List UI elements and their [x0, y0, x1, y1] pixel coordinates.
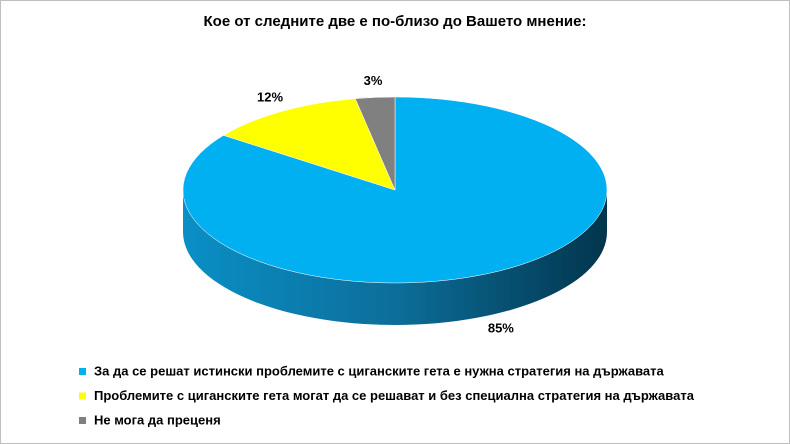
pie-side	[183, 190, 607, 325]
legend-label: Не мога да преценя	[94, 412, 221, 427]
pie-slice	[354, 96, 396, 191]
legend-swatch	[79, 417, 86, 424]
data-label: 12%	[257, 90, 283, 105]
data-label: 3%	[364, 73, 383, 88]
legend-swatch	[79, 368, 86, 375]
pie-slice	[222, 98, 396, 191]
chart-title: Кое от следните две е по-близо до Вашето…	[204, 13, 587, 30]
legend-swatch	[79, 392, 86, 400]
data-label: 85%	[488, 320, 514, 335]
legend-label: За да се решат истински проблемите с циг…	[94, 363, 664, 378]
legend-label: Проблемите с циганските гета могат да се…	[94, 388, 695, 403]
